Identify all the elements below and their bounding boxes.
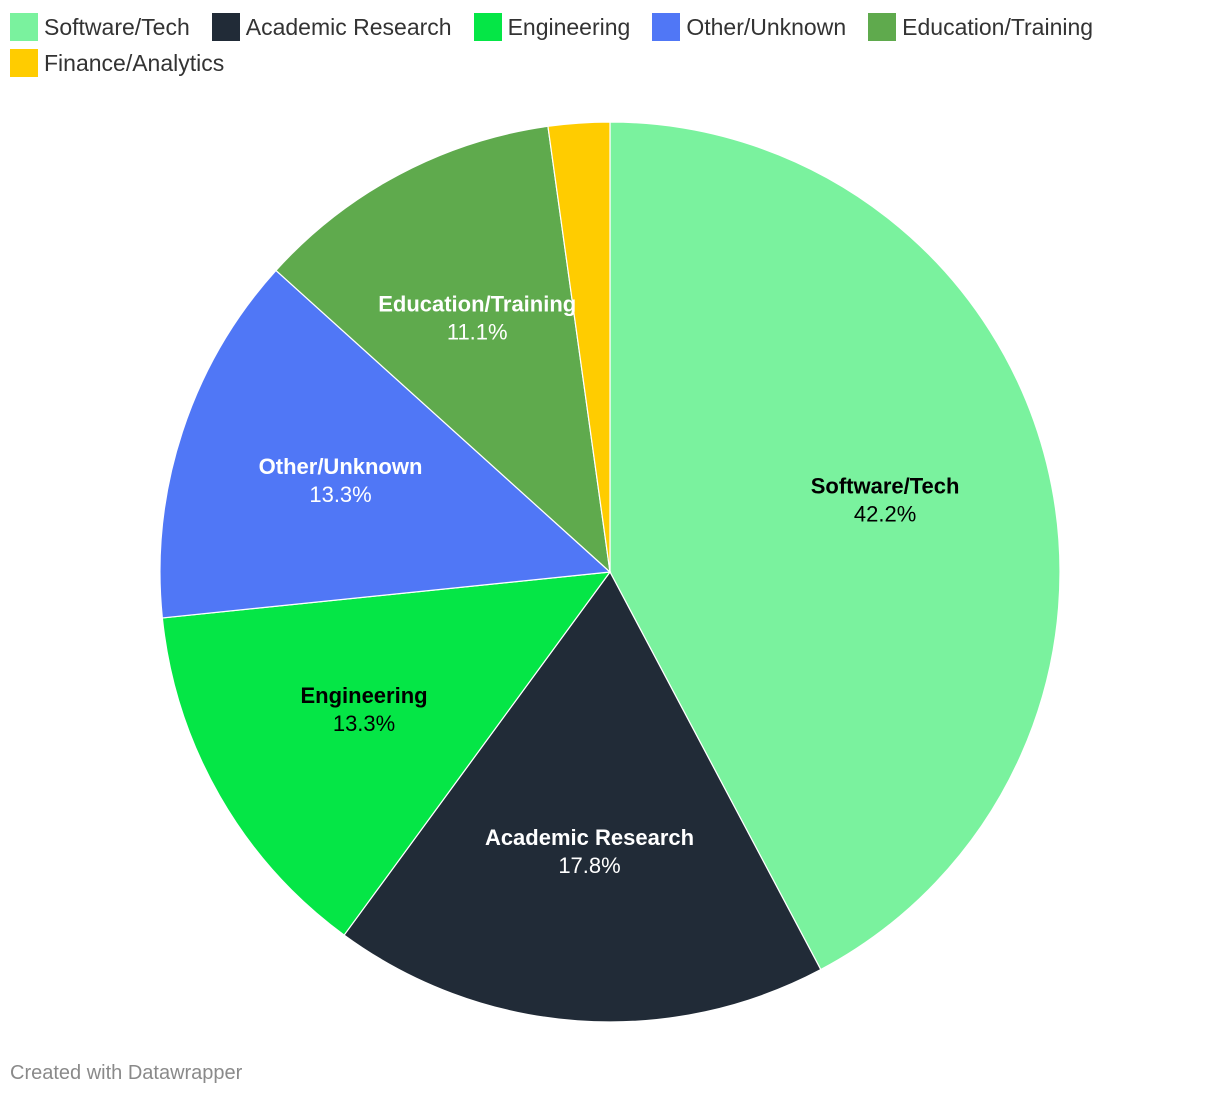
slice-name: Software/Tech: [811, 474, 960, 499]
pie-slice: [161, 571, 612, 936]
slice-value: 11.1%: [447, 320, 508, 345]
slice-value: 42.2%: [854, 502, 916, 527]
legend-item: Engineering: [473, 12, 631, 42]
legend-swatch: [473, 13, 502, 41]
slice-name: Education/Training: [378, 292, 576, 317]
slice-value: 17.8%: [558, 853, 620, 878]
legend-item: Software/Tech: [10, 12, 190, 42]
legend-label: Software/Tech: [44, 13, 190, 40]
legend-swatch: [868, 13, 897, 41]
slice-name: Engineering: [300, 683, 427, 708]
legend-label: Academic Research: [245, 13, 452, 40]
slice-value: 13.3%: [309, 482, 371, 507]
slice-name: Other/Unknown: [259, 454, 423, 479]
legend-item: Academic Research: [211, 12, 452, 42]
legend-item: Other/Unknown: [652, 12, 846, 42]
legend-label: Engineering: [507, 13, 631, 40]
legend-label: Finance/Analytics: [44, 49, 225, 76]
slice-name: Academic Research: [485, 825, 694, 850]
legend: Software/Tech Academic Research Engineerin…: [10, 12, 1170, 78]
pie-slice: [547, 121, 611, 573]
pie-slice: [159, 269, 612, 619]
legend-swatch: [211, 13, 240, 41]
legend-label: Other/Unknown: [686, 13, 847, 40]
legend-swatch: [10, 49, 38, 77]
legend-swatch: [652, 13, 681, 41]
legend-item: Education/Training: [868, 12, 1093, 42]
pie-slice: [275, 125, 611, 574]
credit: Created with Datawrapper: [10, 1062, 243, 1084]
pie-slice: [609, 121, 1061, 971]
slice-value: 13.3%: [333, 711, 395, 736]
legend-item: Finance/Analytics: [10, 48, 224, 78]
legend-label: Education/Training: [902, 13, 1094, 40]
pie-slice: [343, 570, 822, 1023]
legend-swatch: [10, 13, 38, 41]
